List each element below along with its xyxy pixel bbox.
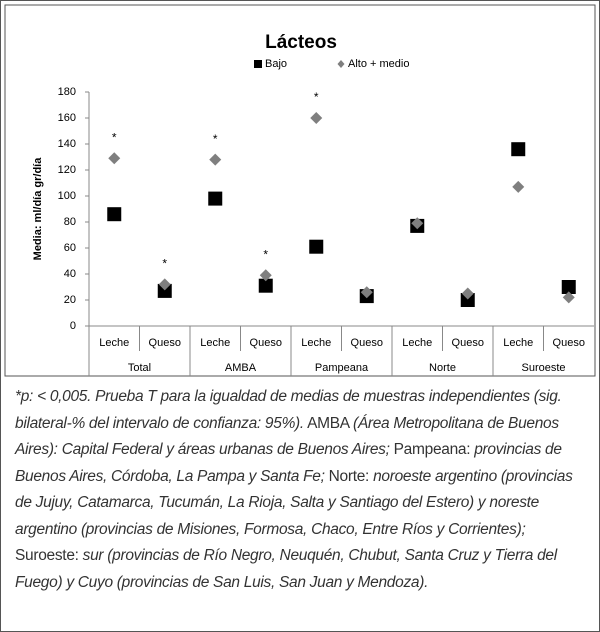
y-tick-label: 20 <box>64 294 76 306</box>
legend-label: Bajo <box>265 58 287 70</box>
significance-note: * <box>263 247 268 261</box>
x-tick-label: Leche <box>301 337 331 349</box>
x-tick-label: Leche <box>200 337 230 349</box>
y-tick-label: 40 <box>64 268 76 280</box>
point <box>310 112 323 124</box>
point <box>108 152 121 165</box>
point <box>309 239 324 254</box>
point <box>511 142 526 157</box>
point <box>461 287 474 300</box>
point <box>259 269 272 282</box>
point <box>411 217 424 230</box>
x-tick-label: Queso <box>250 337 282 349</box>
group-label: Norte <box>429 362 456 374</box>
y-tick-label: 180 <box>58 86 76 98</box>
point <box>157 283 172 298</box>
y-axis-label: Media: ml/día gr/día <box>32 157 44 261</box>
point <box>561 280 576 294</box>
legend-label: Alto + medio <box>348 58 409 70</box>
caption-segment: noroeste argentino (provincias de Jujuy,… <box>15 467 573 538</box>
group-label: Total <box>128 362 151 374</box>
point <box>360 286 373 299</box>
point <box>107 207 122 222</box>
y-tick-label: 60 <box>64 242 76 254</box>
caption-segment: Norte: <box>324 467 374 485</box>
significance-note: * <box>112 130 117 144</box>
significance-note: * <box>162 257 167 271</box>
point <box>158 278 171 291</box>
caption-segment: (Área Metropolitana de Buenos Aires): Ca… <box>15 414 559 459</box>
point <box>512 180 525 193</box>
y-tick-label: 0 <box>70 320 76 332</box>
y-tick-label: 80 <box>64 216 76 228</box>
y-tick-label: 160 <box>58 112 76 124</box>
legend-marker <box>337 60 345 68</box>
legend-marker <box>254 60 262 68</box>
x-tick-label: Queso <box>149 337 181 349</box>
chart: Lácteos Media: ml/día gr/día 0 20 40 60 80 10… <box>4 4 596 377</box>
x-tick-label: Leche <box>503 337 533 349</box>
x-tick-label: Leche <box>99 337 129 349</box>
group-label: AMBA <box>225 362 257 374</box>
caption-segment: Suroeste: <box>15 547 83 564</box>
x-tick-label: Queso <box>452 337 484 349</box>
x-tick-label: Queso <box>351 337 383 349</box>
point <box>209 153 222 166</box>
caption-segment: AMBA <box>303 414 353 432</box>
x-tick-label: Leche <box>402 337 432 349</box>
point <box>208 191 223 206</box>
y-tick-label: 100 <box>58 190 76 202</box>
caption: *p: < 0,005. Prueba T para la igualdad d… <box>15 384 590 596</box>
caption-segment: sur (provincias de Río Negro, Neuquén, C… <box>15 547 557 591</box>
significance-note: * <box>213 132 218 146</box>
chart-title: Lácteos <box>265 32 337 53</box>
x-tick-label: Queso <box>553 337 585 349</box>
caption-segment: provincias de Buenos Aires, Córdoba, La … <box>15 441 562 485</box>
chart-frame <box>4 4 596 377</box>
y-tick-label: 120 <box>58 164 76 176</box>
point <box>562 291 575 304</box>
significance-note: * <box>314 90 319 104</box>
group-label: Suroeste <box>521 362 565 374</box>
point <box>258 278 273 293</box>
y-tick-label: 140 <box>58 138 76 150</box>
caption-segment: Pampeana: <box>389 441 475 458</box>
caption-segment: *p: < 0,005. Prueba T para la igualdad d… <box>15 388 562 432</box>
point <box>460 293 475 307</box>
group-label: Pampeana <box>315 362 369 374</box>
